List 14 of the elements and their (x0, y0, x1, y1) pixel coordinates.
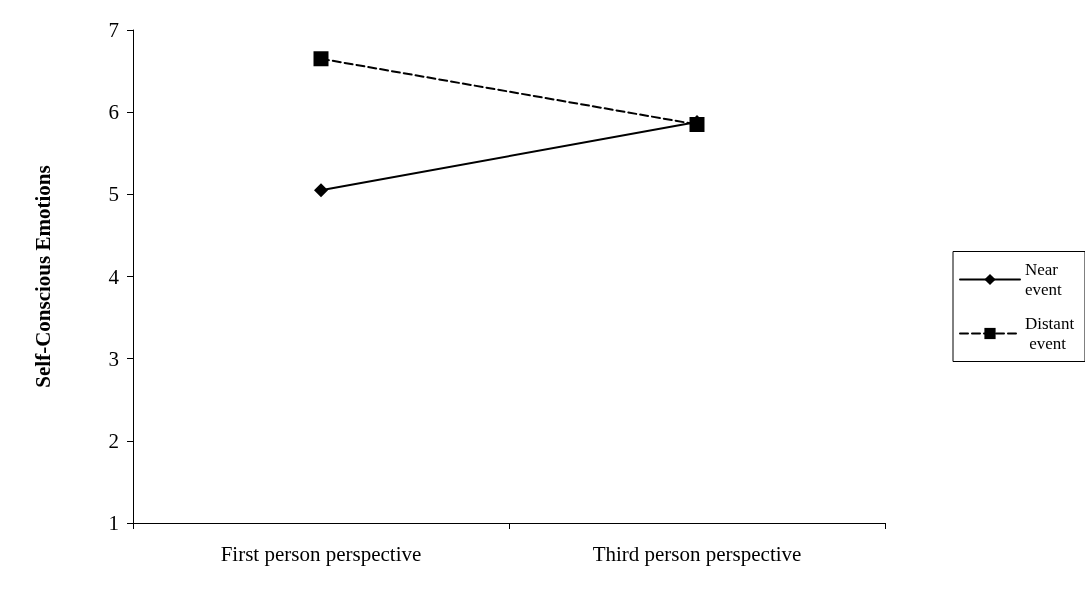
y-tick-label: 3 (108, 346, 119, 371)
x-tick-label: First person perspective (220, 541, 422, 566)
y-tick-label: 2 (108, 428, 119, 453)
x-tick-label: Third person perspective (592, 541, 802, 566)
point (313, 51, 329, 67)
y-tick-label: 1 (108, 511, 119, 535)
y-tick-label: 6 (108, 100, 119, 125)
y-tick-label: 7 (108, 18, 119, 42)
y-axis-title: Self-Conscious Emotions (30, 165, 55, 388)
y-tick-label: 4 (108, 264, 120, 289)
legend-label: Distant event (1025, 314, 1075, 353)
legend-label: Near event (1025, 260, 1063, 299)
point (314, 183, 328, 198)
y-tick-label: 5 (108, 182, 119, 207)
